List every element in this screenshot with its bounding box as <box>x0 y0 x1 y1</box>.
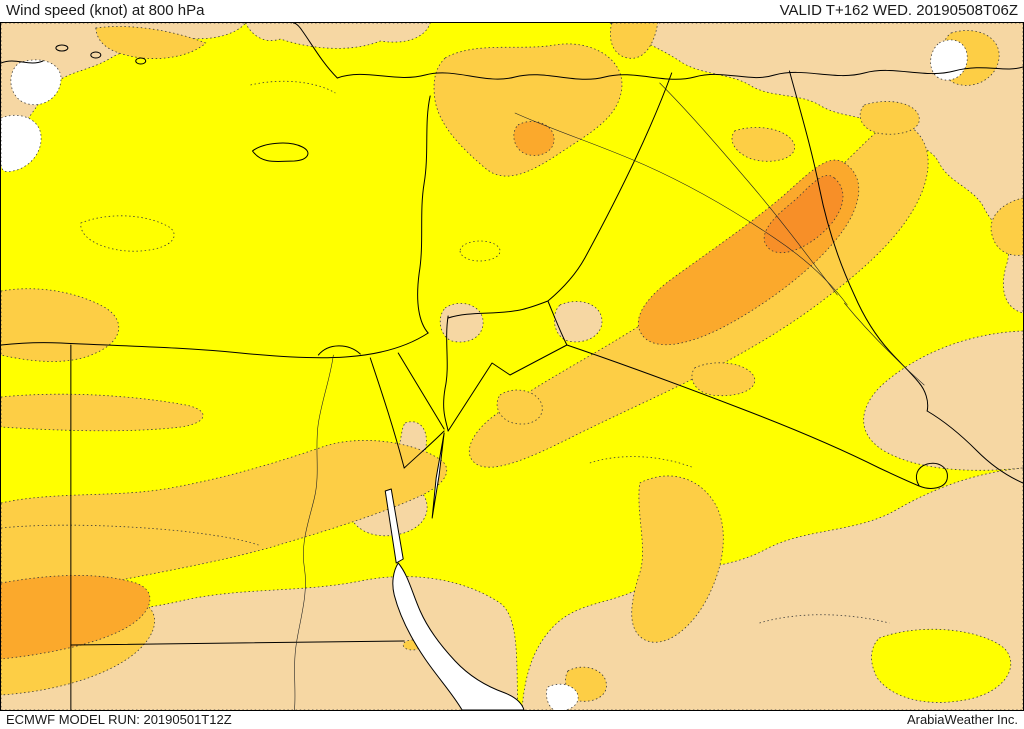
border-syria-iraq <box>547 72 673 302</box>
wind-region-white-1 <box>10 59 62 106</box>
contour-line-anatolia <box>250 80 336 94</box>
wind-region-yellow-hole-se <box>871 628 1012 703</box>
wind-region-orange-top-streak <box>609 23 659 59</box>
coastline-levant <box>417 95 431 334</box>
coastline-sinai-east <box>403 430 445 469</box>
wind-region-orange-small-1 <box>496 389 543 425</box>
wind-region-tan-levant <box>439 303 484 343</box>
wind-region-tan-topleft <box>1 23 247 149</box>
branding-label: ArabiaWeather Inc. <box>906 712 1018 727</box>
wind-region-orange-med-strip <box>1 393 204 432</box>
wind-region-orange-right-edge <box>990 197 1023 256</box>
wind-region-orange-anatolia <box>433 43 623 177</box>
coastline-aegean-islands <box>1 44 147 65</box>
river-euphrates <box>514 112 848 306</box>
coastline-turkey-west <box>292 23 338 79</box>
wind-region-orange-ne-blob-2 <box>859 101 920 135</box>
border-iraq-saudi <box>566 344 920 487</box>
model-run-label: ECMWF MODEL RUN: 20190501T12Z <box>6 712 232 727</box>
coastline-egypt <box>1 332 429 359</box>
wind-map <box>0 22 1024 711</box>
valid-time-label: VALID T+162 WED. 20190508T06Z <box>779 2 1018 19</box>
border-turkey-south <box>336 66 1023 80</box>
footer-bar: ECMWF MODEL RUN: 20190501T12Z ArabiaWeat… <box>0 711 1024 729</box>
wind-region-orange-saudi-band <box>631 475 724 643</box>
island-cyprus <box>252 142 309 163</box>
contour-line-egypt <box>1 524 259 546</box>
wind-region-orange-small-2 <box>691 362 755 397</box>
wind-region-white-2 <box>1 114 42 173</box>
wind-region-orange-anatolia-core <box>513 121 555 156</box>
wind-region-orange-egypt-band <box>1 440 447 606</box>
contour-line-syria <box>459 240 501 262</box>
river-shatt-al-arab <box>844 302 925 386</box>
geo-layer <box>1 23 1023 710</box>
wind-region-tan-topband <box>245 23 431 49</box>
wind-region-tan-right <box>863 330 1023 471</box>
wind-region-white-3 <box>546 683 579 710</box>
border-jordan-saudi <box>447 344 568 432</box>
contour-line-med <box>80 215 175 252</box>
border-kuwait <box>915 462 948 489</box>
border-jordan-syria <box>447 300 549 319</box>
sea-gulf-of-aqaba <box>431 432 445 519</box>
map-title: Wind speed (knot) at 800 hPa <box>6 2 205 19</box>
wind-region-tan-syria-desert <box>553 301 603 343</box>
contour-line-se <box>759 614 890 624</box>
sea-gulf-of-suez <box>384 488 404 564</box>
wind-region-orange-egypt-core <box>1 575 151 660</box>
header-bar: Wind speed (knot) at 800 hPa VALID T+162… <box>0 0 1024 22</box>
wind-region-orange-jetband-max <box>763 175 844 254</box>
border-jordan-iraq <box>547 300 568 346</box>
coastline-nile-delta <box>317 345 361 356</box>
border-israel-egypt <box>397 352 445 430</box>
coastline-persian-gulf <box>926 410 1023 484</box>
border-egypt-sudan <box>70 640 405 646</box>
wind-region-orange-med-left <box>1 288 120 362</box>
wind-field <box>1 23 1023 710</box>
border-israel-jordan <box>443 315 449 432</box>
border-iraq-iran <box>788 70 929 412</box>
sea-red-sea <box>392 562 525 710</box>
wind-map-canvas <box>1 23 1023 710</box>
river-tigris <box>659 82 838 296</box>
coastline-sinai-west <box>369 357 405 469</box>
wind-region-orange-topleft-strip <box>95 26 207 59</box>
wind-region-orange-ne-blob-3 <box>731 127 795 162</box>
isotach-contours <box>1 80 890 624</box>
river-nile <box>294 354 334 710</box>
